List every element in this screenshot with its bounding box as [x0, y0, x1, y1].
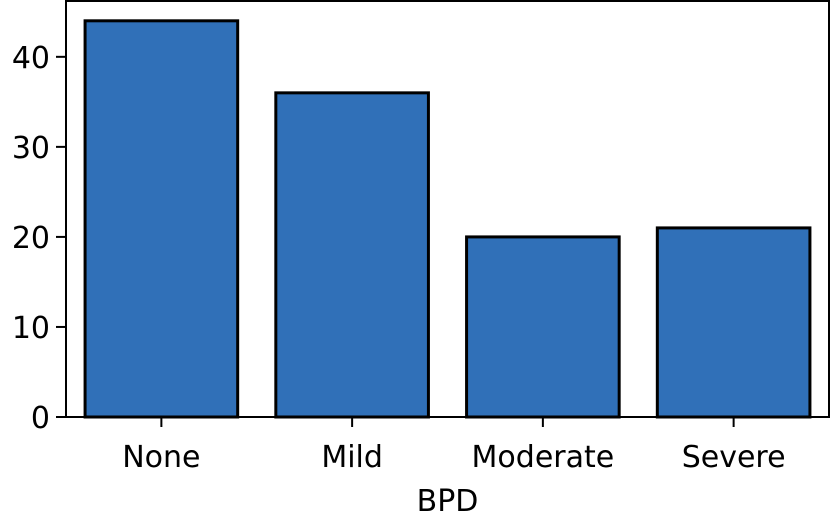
bar-moderate: [465, 235, 621, 419]
y-tick-label: 30: [12, 131, 50, 166]
x-axis-label: BPD: [417, 484, 479, 519]
bars-group: [83, 19, 812, 419]
y-tick-label: 0: [31, 401, 50, 436]
plot-frame: [65, 0, 830, 418]
x-tick-label-severe: Severe: [682, 440, 786, 475]
y-tick-label: 10: [12, 311, 50, 346]
x-tick-label-mild: Mild: [321, 440, 383, 475]
x-tick-label-moderate: Moderate: [472, 440, 615, 475]
y-tick-label: 20: [12, 221, 50, 256]
bar-none: [83, 19, 240, 419]
y-tick-label: 40: [12, 41, 50, 76]
bar-mild: [274, 91, 430, 419]
axes-group: 0 10 20 30 40 None Mild Moderate Severe: [12, 0, 830, 475]
bar-severe: [655, 226, 812, 419]
x-tick-label-none: None: [122, 440, 200, 475]
